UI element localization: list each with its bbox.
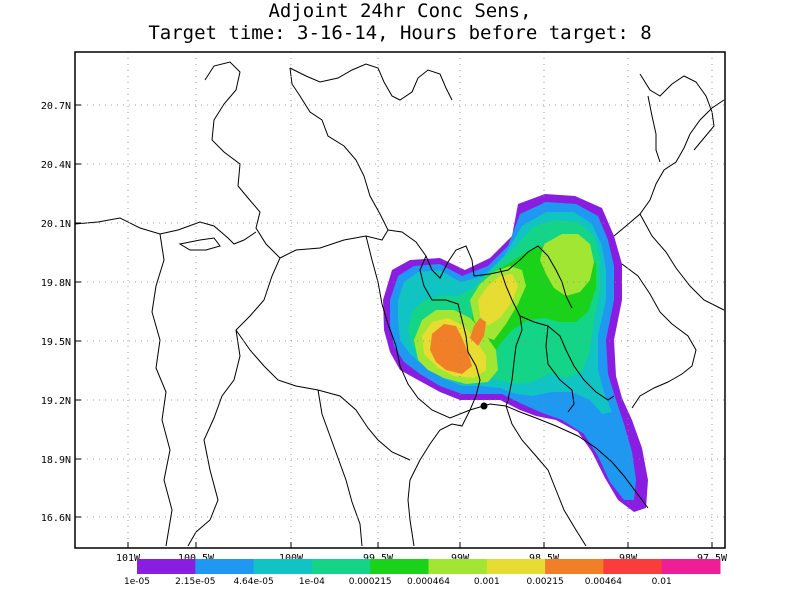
colorbar-label: 0.00464 (585, 577, 622, 587)
lon-tick-label: 101W (116, 553, 141, 564)
colorbar-swatch (603, 559, 663, 574)
colorbar-label: 2.15e-05 (175, 577, 215, 587)
colorbar (137, 559, 721, 574)
colorbar-labels: 1e-05 2.15e-05 4.64e-05 1e-04 0.000215 0.0004… (124, 577, 672, 587)
colorbar-swatch (311, 559, 371, 574)
lat-tick-label: 20.4N (41, 160, 71, 171)
contour-level-7b (478, 274, 518, 326)
boundary-line (519, 315, 615, 401)
boundary-line (151, 233, 173, 547)
boundary-line (387, 229, 475, 279)
boundary-line (613, 99, 725, 237)
colorbar-swatch (370, 559, 429, 574)
state-boundaries (74, 61, 725, 547)
boundary-line (639, 213, 725, 311)
target-location-marker (480, 402, 488, 410)
colorbar-label: 0.01 (652, 577, 672, 587)
title-line-2: Target time: 3-16-14, Hours before targe… (148, 22, 652, 44)
lon-tick-label: 97.5W (697, 553, 728, 564)
boundary-line (419, 255, 481, 411)
boundary-line (535, 417, 649, 509)
graticule (75, 52, 725, 548)
colorbar-label: 0.000215 (349, 577, 392, 587)
map-frame (74, 51, 726, 549)
colorbar-swatch (545, 559, 604, 574)
lat-tick-label: 18.9N (41, 455, 71, 466)
boundary-line (235, 329, 411, 461)
longitude-labels: 101W 100.5W 100W 99.5W 99W 98.5W 98W 97.5W (116, 553, 728, 564)
contour-level-8b (470, 318, 486, 346)
boundary-line (317, 389, 363, 547)
lon-tick-label: 99.5W (363, 553, 394, 564)
chart-title: Adjoint 24hr Conc Sens, Target time: 3-1… (0, 0, 800, 44)
colorbar-label: 0.00215 (526, 577, 563, 587)
lat-tick-label: 20.1N (41, 219, 71, 230)
boundary-line (187, 61, 281, 547)
colorbar-label: 4.64e-05 (233, 577, 273, 587)
colorbar-label: 1e-04 (299, 577, 325, 587)
boundary-line (545, 325, 575, 413)
colorbar-swatch (253, 559, 313, 574)
contour-level-8 (430, 324, 472, 374)
boundary-line (409, 409, 471, 481)
title-line-1: Adjoint 24hr Conc Sens, (268, 0, 532, 22)
lon-tick-label: 100.5W (178, 553, 215, 564)
lon-tick-label: 100W (279, 553, 304, 564)
colorbar-swatch (486, 559, 546, 574)
lat-tick-label: 20.7N (41, 101, 71, 112)
lat-tick-label: 19.2N (41, 396, 71, 407)
boundary-line (505, 405, 587, 547)
boundary-line (621, 263, 697, 409)
lat-tick-label: 16.6N (41, 513, 71, 524)
sensitivity-plume (383, 194, 648, 512)
colorbar-label: 0.000464 (407, 577, 450, 587)
boundary-line (499, 267, 523, 407)
lat-tick-label: 19.5N (41, 337, 71, 348)
latitude-labels: 20.7N 20.4N 20.1N 19.8N 19.5N 19.2N 18.9N 16.6N (41, 101, 71, 524)
contour-level-6 (540, 234, 594, 296)
colorbar-swatch (428, 559, 488, 574)
boundary-line (407, 479, 415, 547)
lat-tick-label: 19.8N (41, 278, 71, 289)
boundary-line (289, 63, 453, 101)
colorbar-swatch (661, 559, 721, 574)
boundary-line (473, 245, 573, 309)
colorbar-swatch (137, 559, 196, 574)
boundary-line (279, 67, 389, 259)
lon-tick-label: 99W (451, 553, 470, 564)
colorbar-swatch (195, 559, 255, 574)
lon-tick-label: 98W (619, 553, 638, 564)
boundary-line (639, 73, 715, 151)
boundary-line (647, 95, 661, 163)
colorbar-label: 0.001 (474, 577, 500, 587)
colorbar-label: 1e-05 (124, 577, 150, 587)
boundary-line (178, 237, 221, 251)
lon-tick-label: 98.5W (529, 553, 560, 564)
boundary-line (74, 217, 257, 245)
boundary-line (365, 235, 537, 419)
